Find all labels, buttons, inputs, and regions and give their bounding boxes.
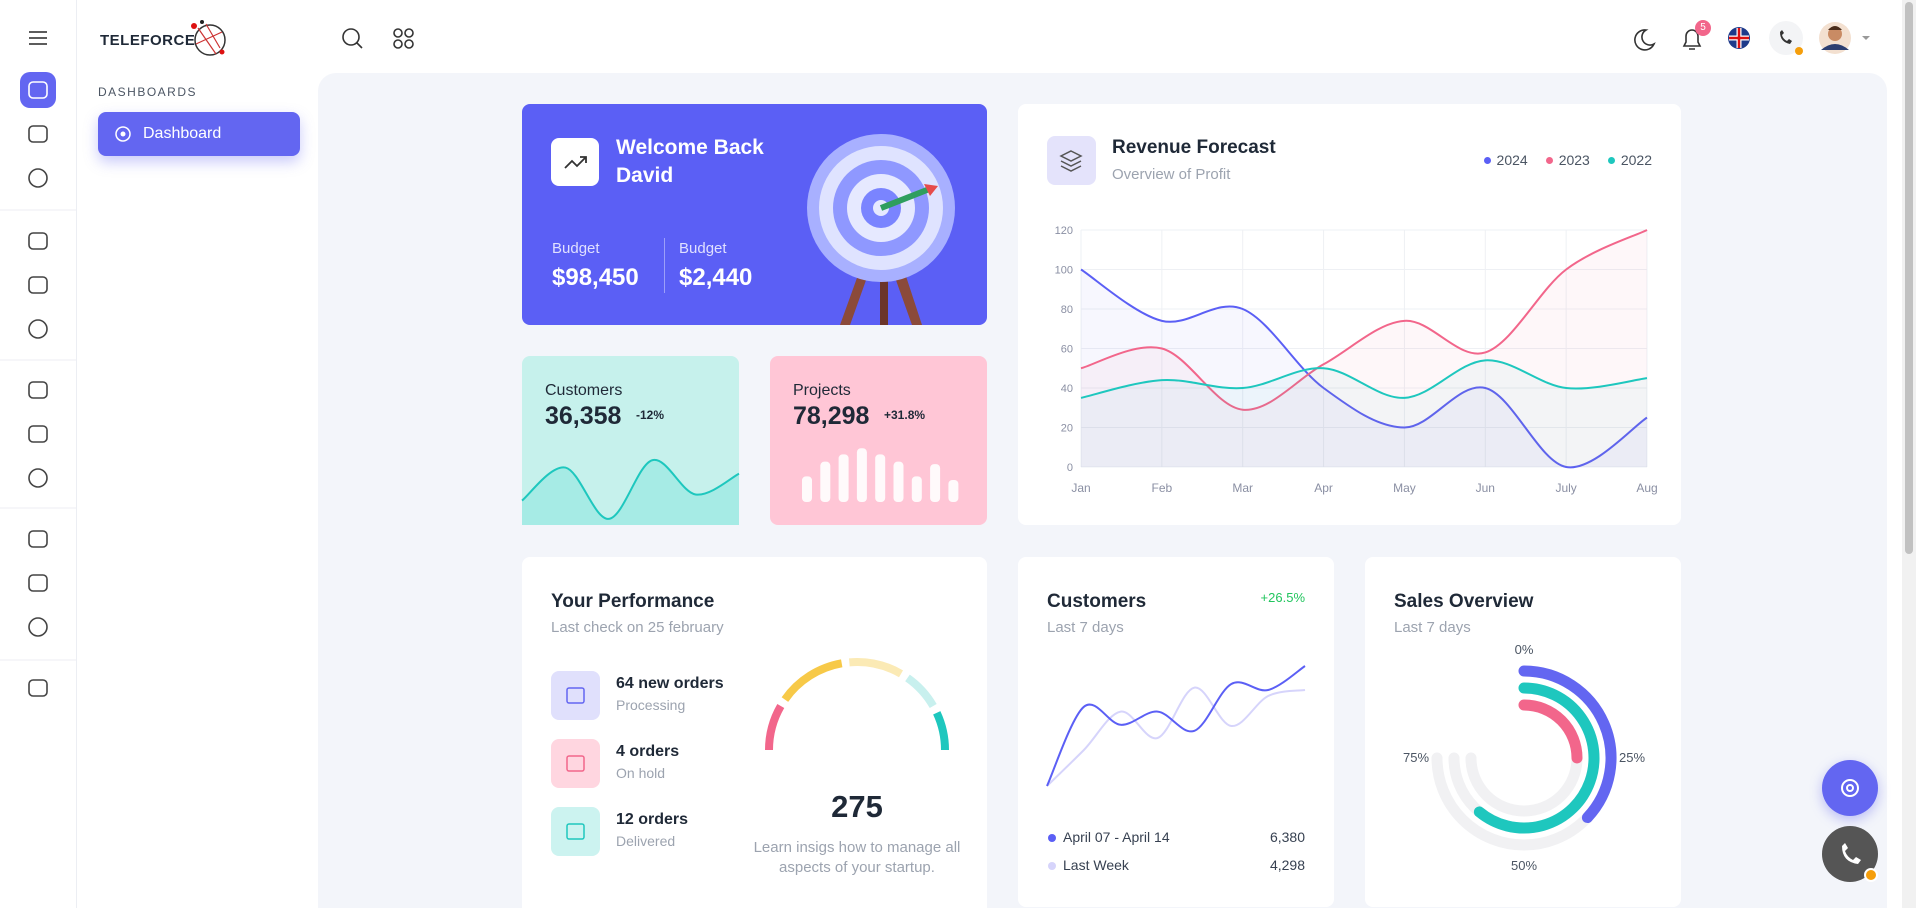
stat-value: 36,358 <box>545 402 622 430</box>
section-label: DASHBOARDS <box>98 85 198 99</box>
target-illustration <box>807 134 955 325</box>
settings-button[interactable] <box>1822 760 1878 816</box>
item-icon <box>551 671 600 720</box>
legend-swatch <box>1607 156 1615 164</box>
call-button[interactable] <box>1822 826 1878 882</box>
chart-title: Revenue Forecast <box>1112 137 1276 158</box>
note: Learn insigs how to manage all aspects o… <box>753 839 961 876</box>
budget-amount: $2,440 <box>679 264 753 291</box>
welcome-title: Welcome Back David <box>616 136 764 187</box>
nav-dashboard[interactable]: Dashboard <box>98 112 300 156</box>
performance-card: Your Performance Last check on 25 februa… <box>522 557 987 908</box>
customers-card: Customers 36,358 -12% <box>522 356 739 525</box>
scroll-thumb[interactable] <box>1905 2 1913 554</box>
legend-item: 2024 <box>1483 152 1528 168</box>
customers-week-card: Customers +26.5% Last 7 days April 07 - … <box>1018 557 1334 907</box>
item-title: 12 orders <box>616 811 689 828</box>
header-icons <box>342 21 1870 55</box>
item-status: Processing <box>616 697 686 713</box>
item-icon <box>551 807 600 856</box>
legend-swatch <box>1048 834 1056 842</box>
legend-item: 2023 <box>1545 152 1590 168</box>
card-title: Customers <box>1047 591 1147 612</box>
legend-label: Last Week <box>1063 857 1129 873</box>
welcome-icon <box>551 138 599 186</box>
score: 275 <box>831 789 883 824</box>
change: +26.5% <box>1260 590 1305 605</box>
legend-label: 2022 <box>1620 152 1652 168</box>
scrollbar[interactable] <box>1902 0 1916 908</box>
card-subtitle: Last 7 days <box>1047 619 1124 636</box>
legend-swatch <box>1048 862 1056 870</box>
item-icon <box>551 739 600 788</box>
stat-change: +31.8% <box>884 408 926 422</box>
legend-label: April 07 - April 14 <box>1063 829 1170 845</box>
item-status: Delivered <box>616 833 676 849</box>
card-title: Sales Overview <box>1394 591 1534 612</box>
legend-label: 2024 <box>1496 152 1528 168</box>
legend-total: 4,298 <box>1269 857 1305 873</box>
legend: 2024 2023 2022 <box>1483 152 1652 168</box>
phone-icon[interactable] <box>1769 21 1803 55</box>
search-icon[interactable] <box>342 28 360 46</box>
nav-label: Dashboard <box>143 125 222 142</box>
legend-total: 6,380 <box>1269 829 1305 845</box>
legend-label: 2023 <box>1558 152 1590 168</box>
legend-swatch <box>1545 156 1553 164</box>
legend-item: 2022 <box>1607 152 1652 168</box>
stat-label: Projects <box>793 382 851 399</box>
budget-label: Budget <box>552 240 600 257</box>
welcome-card: Welcome Back David Budget $98,450 Budget… <box>522 104 987 325</box>
card-title: Your Performance <box>551 591 715 612</box>
brand: TELEFORCE <box>100 32 196 49</box>
card-subtitle: Last check on 25 february <box>551 619 724 636</box>
bell-icon[interactable] <box>1682 29 1702 50</box>
budget-label: Budget <box>679 240 727 257</box>
projects-card: Projects 78,298 +31.8% <box>770 356 987 525</box>
icon-rail <box>0 0 77 908</box>
card-subtitle: Last 7 days <box>1394 619 1471 636</box>
notification-badge: 5 <box>1695 20 1711 36</box>
stat-label: Customers <box>545 382 623 399</box>
stat-change: -12% <box>636 408 665 422</box>
chart-subtitle: Overview of Profit <box>1112 166 1231 183</box>
nav-icon <box>115 126 131 142</box>
revenue-card: Revenue Forecast Overview of Profit 2024… <box>1018 104 1681 525</box>
sales-card: Sales Overview Last 7 days <box>1365 557 1681 907</box>
theme-icon[interactable] <box>1634 29 1656 51</box>
item-status: On hold <box>616 765 666 781</box>
logo-mark <box>191 20 226 56</box>
item-title: 4 orders <box>616 743 680 760</box>
budget-amount: $98,450 <box>552 264 639 291</box>
apps-icon[interactable] <box>393 28 414 49</box>
item-title: 64 new orders <box>616 675 724 692</box>
revenue-icon <box>1047 136 1096 185</box>
stat-value: 78,298 <box>793 402 870 430</box>
legend-swatch <box>1483 156 1491 164</box>
divider <box>664 238 665 293</box>
